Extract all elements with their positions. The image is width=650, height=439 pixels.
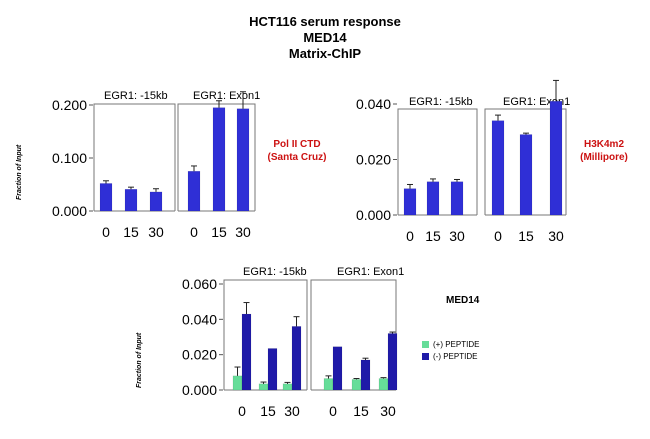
panel-title: EGR1: Exon1	[337, 266, 404, 278]
y-tick-label: 0.020	[182, 347, 217, 363]
bar	[378, 378, 389, 391]
bar	[241, 313, 252, 391]
h3k4m2-source: (Millipore)	[580, 152, 628, 163]
panel-frame	[484, 108, 567, 215]
bar	[187, 171, 201, 212]
x-tick-label: 30	[284, 403, 300, 419]
x-tick-label: 0	[406, 228, 414, 244]
h3k4m2-label: H3K4m2	[583, 139, 625, 150]
panel-title: EGR1: -15kb	[243, 266, 307, 278]
bar	[450, 181, 464, 216]
x-tick-label: 0	[238, 403, 246, 419]
legend-item-plus: (+) PEPTIDE	[422, 340, 479, 349]
x-tick-label: 15	[518, 228, 534, 244]
panel-frame	[397, 108, 478, 215]
panel-title: EGR1: -15kb	[104, 90, 168, 102]
bar	[99, 183, 113, 212]
legend-item-minus: (-) PEPTIDE	[422, 352, 477, 361]
y-tick-label: 0.000	[356, 207, 391, 223]
pol-ii-annotation: Pol II CTD (Santa Cruz)	[257, 138, 337, 164]
x-tick-label: 0	[190, 224, 198, 240]
x-tick-label: 15	[425, 228, 441, 244]
x-tick-label: 30	[380, 403, 396, 419]
pol-ii-source: (Santa Cruz)	[267, 152, 327, 163]
x-tick-label: 30	[449, 228, 465, 244]
x-tick-label: 15	[211, 224, 227, 240]
bar	[323, 378, 334, 391]
y-tick-label: 0.000	[182, 382, 217, 398]
panel-frame	[177, 103, 256, 211]
bar	[549, 100, 563, 216]
bar	[258, 383, 269, 391]
bar	[236, 108, 250, 212]
bar	[387, 333, 398, 391]
bar	[212, 107, 226, 212]
bar	[491, 120, 505, 216]
y-tick-label: 0.000	[52, 203, 87, 219]
y-tick-label: 0.040	[182, 311, 217, 327]
x-tick-label: 15	[353, 403, 369, 419]
bar	[426, 181, 440, 216]
panel-title: EGR1: -15kb	[409, 96, 473, 108]
figure-title-line-3: Matrix-ChIP	[288, 46, 362, 61]
x-tick-label: 30	[148, 224, 164, 240]
y-tick-label: 0.100	[52, 150, 87, 166]
x-tick-label: 15	[260, 403, 276, 419]
bar	[232, 375, 243, 391]
bar	[282, 383, 293, 391]
y-tick-label: 0.200	[52, 97, 87, 113]
panel-frame	[310, 279, 397, 390]
figure-title-line-1: HCT116 serum response	[249, 14, 401, 29]
bar	[403, 188, 417, 216]
bar	[291, 326, 302, 391]
panel-frame	[93, 103, 176, 211]
figure-title-line-2: MED14	[303, 30, 347, 45]
bar	[124, 189, 138, 212]
bar	[360, 359, 371, 391]
x-tick-label: 0	[329, 403, 337, 419]
bar	[351, 379, 362, 391]
x-tick-label: 15	[123, 224, 139, 240]
x-tick-label: 30	[235, 224, 251, 240]
bar	[332, 346, 343, 391]
legend-label-plus: (+) PEPTIDE	[433, 340, 480, 349]
legend-label-minus: (-) PEPTIDE	[433, 352, 478, 361]
pol-ii-label: Pol II CTD	[273, 139, 321, 150]
y-tick-label: 0.020	[356, 152, 391, 168]
bar	[149, 191, 163, 212]
x-tick-label: 30	[548, 228, 564, 244]
y-tick-label: 0.040	[356, 96, 391, 112]
bar	[267, 348, 278, 391]
med14-label: MED14	[446, 295, 480, 306]
x-tick-label: 0	[494, 228, 502, 244]
legend-swatch-plus	[422, 341, 429, 348]
panel-frame	[223, 279, 308, 390]
panel-title: EGR1: Exon1	[193, 90, 260, 102]
bar	[519, 134, 533, 216]
h3k4m2-annotation: H3K4m2 (Millipore)	[574, 138, 634, 164]
y-tick-label: 0.060	[182, 276, 217, 292]
x-tick-label: 0	[102, 224, 110, 240]
legend-swatch-minus	[422, 353, 429, 360]
